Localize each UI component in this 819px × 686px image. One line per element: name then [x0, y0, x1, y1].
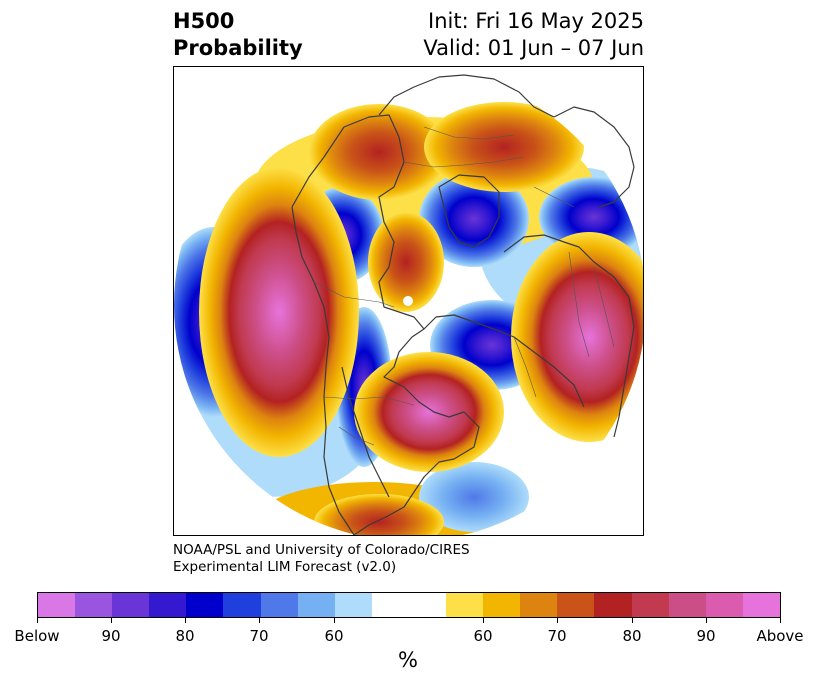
legend-tick [557, 618, 558, 623]
legend-swatch [260, 593, 298, 617]
map-title: H500 Probability [173, 8, 303, 62]
legend-swatch [520, 593, 558, 617]
legend-tick [37, 618, 38, 623]
legend-swatch [668, 593, 706, 617]
legend-tick [632, 618, 633, 623]
valid-range: Valid: 01 Jun – 07 Jun [423, 36, 644, 60]
credit-line-2: Experimental LIM Forecast (v2.0) [173, 559, 397, 575]
color-legend-bar [37, 592, 781, 618]
title-variable: H500 [173, 9, 235, 33]
probability-map [174, 69, 643, 535]
legend-swatch [557, 593, 595, 617]
legend-tick-label: 80 [622, 627, 642, 645]
legend-swatch [186, 593, 224, 617]
map-panel [173, 66, 644, 536]
legend-tick [483, 618, 484, 623]
legend-swatch [75, 593, 113, 617]
legend-tick [780, 618, 781, 623]
legend-tick-label: 70 [249, 627, 269, 645]
legend-tick-label: 60 [324, 627, 344, 645]
legend-swatch [112, 593, 150, 617]
legend-swatch [408, 593, 447, 617]
coastlines [291, 74, 635, 535]
legend-tick-label: 90 [696, 627, 716, 645]
legend-unit-label: % [398, 648, 418, 672]
legend-tick-label: 60 [473, 627, 493, 645]
legend-swatch [334, 593, 372, 617]
legend-swatch [149, 593, 187, 617]
legend-swatch [38, 593, 76, 617]
legend-swatch [446, 593, 484, 617]
legend-swatch [742, 593, 780, 617]
credit-line-1: NOAA/PSL and University of Colorado/CIRE… [173, 542, 470, 558]
legend-swatch [631, 593, 669, 617]
legend-swatch [371, 593, 409, 617]
legend-tick-label: Below [14, 627, 60, 645]
political-borders [313, 126, 615, 446]
legend-tick-label: Above [756, 627, 804, 645]
legend-swatch [223, 593, 261, 617]
legend-tick [185, 618, 186, 623]
legend-tick [334, 618, 335, 623]
legend-swatch [705, 593, 743, 617]
legend-swatch [297, 593, 335, 617]
legend-tick-label: 90 [101, 627, 121, 645]
map-dates: Init: Fri 16 May 2025 Valid: 01 Jun – 07… [423, 8, 644, 62]
forecast-field [174, 69, 643, 535]
credit-text: NOAA/PSL and University of Colorado/CIRE… [173, 542, 470, 576]
title-quantity: Probability [173, 36, 303, 60]
legend-tick-label: 70 [547, 627, 567, 645]
legend-tick [706, 618, 707, 623]
legend-tick [259, 618, 260, 623]
legend-tick-label: 80 [175, 627, 195, 645]
init-date: Init: Fri 16 May 2025 [428, 9, 644, 33]
legend-swatch [483, 593, 521, 617]
legend-swatch [594, 593, 632, 617]
legend-tick [111, 618, 112, 623]
